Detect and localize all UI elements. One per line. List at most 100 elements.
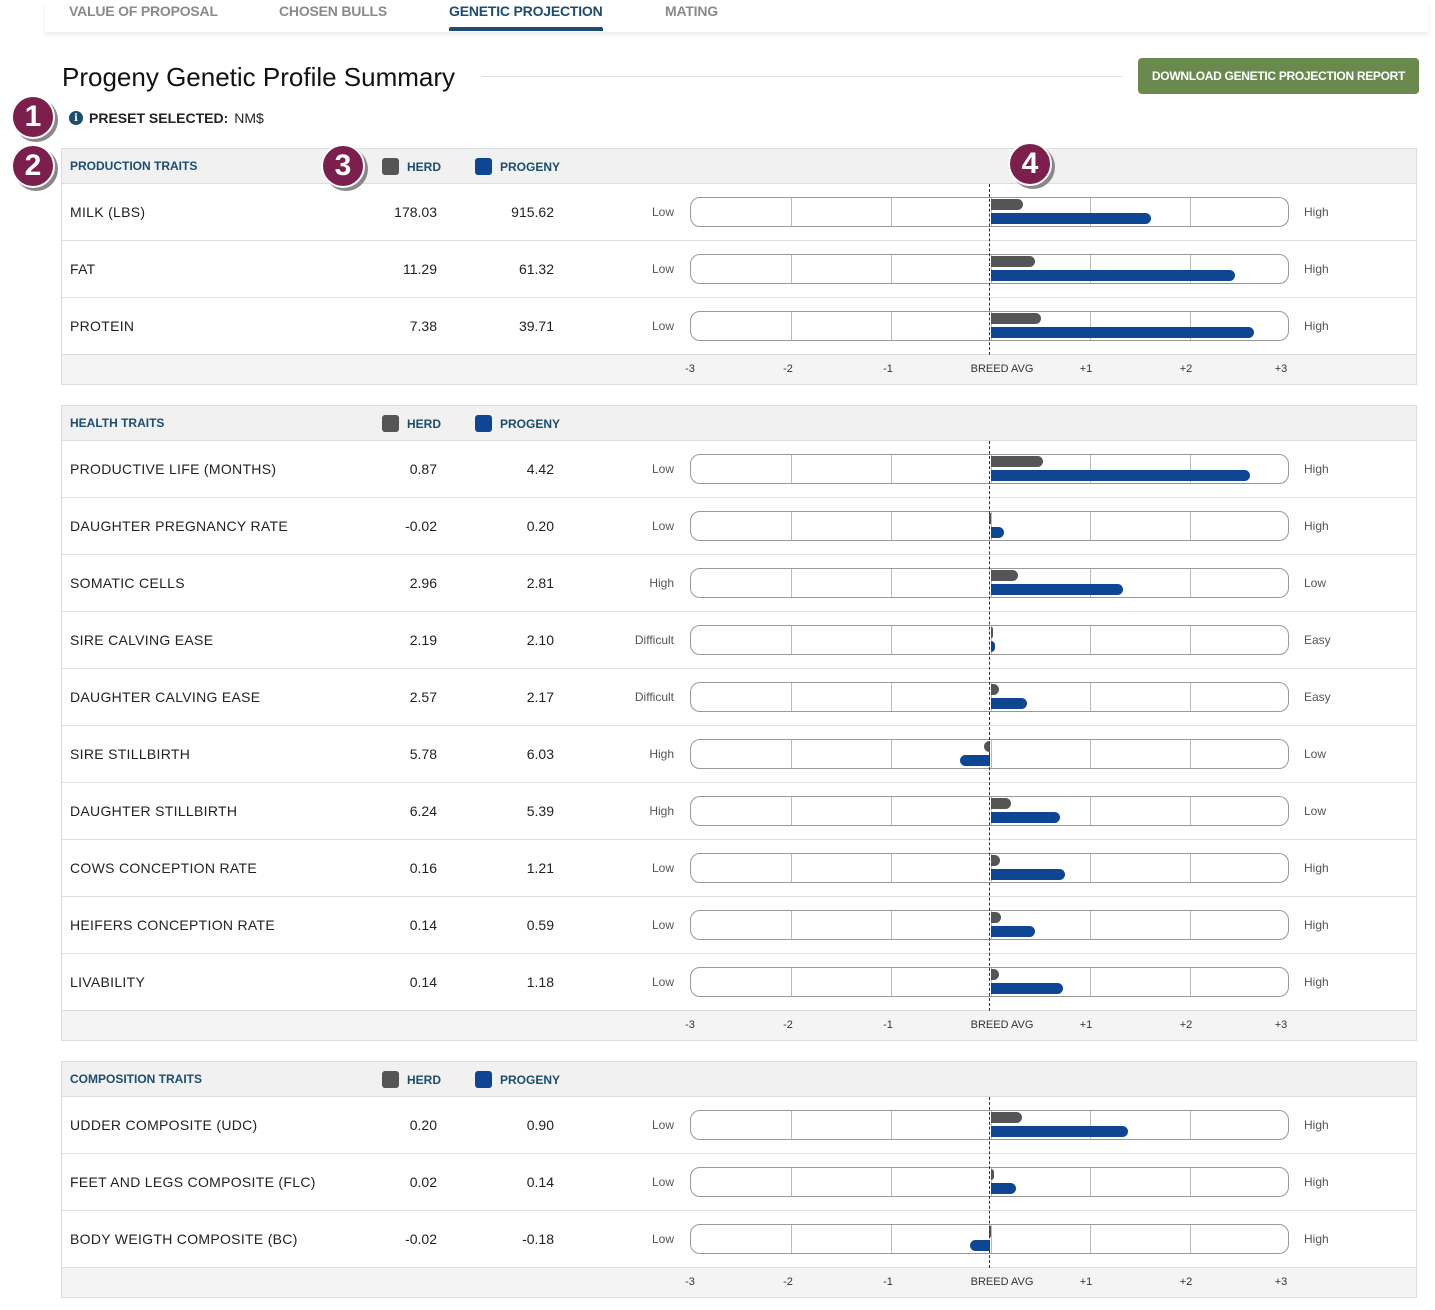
tab-genetic-projection[interactable]: GENETIC PROJECTION — [449, 3, 603, 31]
scale-high-label: Low — [1304, 747, 1327, 761]
herd-bar — [990, 570, 1019, 581]
section-header: PRODUCTION TRAITS HERD PROGENY — [62, 149, 1416, 184]
scale-low-label: Low — [651, 1118, 674, 1132]
herd-value: 6.24 — [409, 803, 437, 819]
progeny-bar — [990, 213, 1152, 224]
trait-name: DAUGHTER STILLBIRTH — [70, 803, 238, 819]
grid-line — [890, 455, 892, 483]
progeny-value: 915.62 — [511, 204, 554, 220]
grid-line — [890, 255, 892, 283]
herd-value: 0.20 — [409, 1117, 437, 1133]
scale-low-label: Low — [651, 975, 674, 989]
tab-value-of-proposal[interactable]: VALUE OF PROPOSAL — [69, 3, 218, 19]
herd-bar — [990, 684, 1000, 695]
grid-line — [790, 1111, 792, 1139]
trait-row: FEET AND LEGS COMPOSITE (FLC) 0.02 0.14 … — [62, 1154, 1416, 1211]
trait-row: SIRE CALVING EASE 2.19 2.10 Difficult Ea… — [62, 612, 1416, 669]
scale-high-label: Easy — [1304, 633, 1331, 647]
progeny-value: 0.59 — [526, 917, 554, 933]
progeny-bar — [990, 983, 1064, 994]
grid-line — [1190, 455, 1192, 483]
scale-high-label: High — [1304, 1118, 1329, 1132]
trait-row: SOMATIC CELLS 2.96 2.81 High Low — [62, 555, 1416, 612]
scale-axis: -3 -2 -1 BREED AVG +1 +2 +3 — [62, 355, 1416, 384]
grid-line — [990, 198, 992, 226]
download-report-button[interactable]: DOWNLOAD GENETIC PROJECTION REPORT — [1138, 58, 1419, 94]
grid-line — [1190, 797, 1192, 825]
grid-line — [890, 1168, 892, 1196]
preset-label: PRESET SELECTED: — [89, 110, 229, 126]
grid-line — [890, 569, 892, 597]
section-header: COMPOSITION TRAITS HERD PROGENY — [62, 1062, 1416, 1097]
trait-rows: MILK (LBS) 178.03 915.62 Low High FAT 11… — [62, 184, 1416, 355]
herd-swatch — [382, 158, 399, 175]
trait-row: DAUGHTER STILLBIRTH 6.24 5.39 High Low — [62, 783, 1416, 840]
info-icon[interactable]: i — [69, 111, 83, 125]
tab-chosen-bulls[interactable]: CHOSEN BULLS — [279, 3, 388, 19]
grid-line — [1090, 455, 1092, 483]
scale-low-label: Low — [651, 319, 674, 333]
herd-value: -0.02 — [405, 518, 437, 534]
grid-line — [990, 911, 992, 939]
trait-row: PROTEIN 7.38 39.71 Low High — [62, 298, 1416, 355]
grid-line — [1190, 968, 1192, 996]
trait-row: DAUGHTER PREGNANCY RATE -0.02 0.20 Low H… — [62, 498, 1416, 555]
progeny-swatch — [475, 1071, 492, 1088]
scale-low-label: Difficult — [634, 690, 674, 704]
breed-average-line — [989, 441, 990, 1011]
progeny-value: 0.90 — [526, 1117, 554, 1133]
scale-low-label: High — [649, 804, 674, 818]
grid-line — [1090, 512, 1092, 540]
trait-name: SIRE STILLBIRTH — [70, 746, 191, 762]
progeny-bar — [990, 1183, 1017, 1194]
grid-line — [990, 512, 992, 540]
progeny-value: 61.32 — [518, 261, 554, 277]
trait-name: COWS CONCEPTION RATE — [70, 860, 257, 876]
grid-line — [1090, 911, 1092, 939]
axis-tick: +2 — [1179, 1019, 1193, 1031]
grid-line — [890, 198, 892, 226]
grid-line — [790, 968, 792, 996]
axis-tick: -1 — [883, 1276, 893, 1288]
grid-line — [890, 797, 892, 825]
scale-low-label: High — [649, 747, 674, 761]
grid-line — [890, 512, 892, 540]
axis-tick: +1 — [1079, 363, 1093, 375]
grid-line — [990, 1168, 992, 1196]
title-divider — [482, 76, 1122, 77]
scale-low-label: Low — [651, 262, 674, 276]
grid-line — [790, 312, 792, 340]
axis-tick: -3 — [685, 1019, 695, 1031]
herd-value: 0.14 — [409, 917, 437, 933]
section-header: HEALTH TRAITS HERD PROGENY — [62, 406, 1416, 441]
grid-line — [790, 255, 792, 283]
grid-line — [990, 569, 992, 597]
grid-line — [1090, 854, 1092, 882]
scale-low-label: Low — [651, 861, 674, 875]
breed-average-line — [989, 184, 990, 355]
trait-row: HEIFERS CONCEPTION RATE 0.14 0.59 Low Hi… — [62, 897, 1416, 954]
section-title: PRODUCTION TRAITS — [70, 159, 198, 173]
legend-progeny-label: PROGENY — [500, 416, 561, 431]
progeny-value: 2.81 — [526, 575, 554, 591]
scale-high-label: Low — [1304, 804, 1327, 818]
axis-tick: -2 — [783, 1276, 793, 1288]
scale-high-label: High — [1304, 1175, 1329, 1189]
tab-mating[interactable]: MATING — [665, 3, 718, 19]
grid-line — [990, 312, 992, 340]
herd-value: 2.57 — [409, 689, 437, 705]
grid-line — [990, 854, 992, 882]
scale-low-label: Low — [651, 1175, 674, 1189]
grid-line — [1190, 198, 1192, 226]
progeny-bar — [990, 869, 1066, 880]
section-production-traits: PRODUCTION TRAITS HERD PROGENY MILK (LBS… — [61, 148, 1417, 385]
trait-row: MILK (LBS) 178.03 915.62 Low High — [62, 184, 1416, 241]
grid-line — [890, 854, 892, 882]
legend-progeny: PROGENY — [475, 415, 560, 432]
grid-line — [990, 683, 992, 711]
scale-low-label: Low — [651, 1232, 674, 1246]
annotation-badge-2: 2 — [11, 144, 55, 188]
herd-bar — [990, 1112, 1023, 1123]
grid-line — [990, 255, 992, 283]
scale-high-label: High — [1304, 462, 1329, 476]
